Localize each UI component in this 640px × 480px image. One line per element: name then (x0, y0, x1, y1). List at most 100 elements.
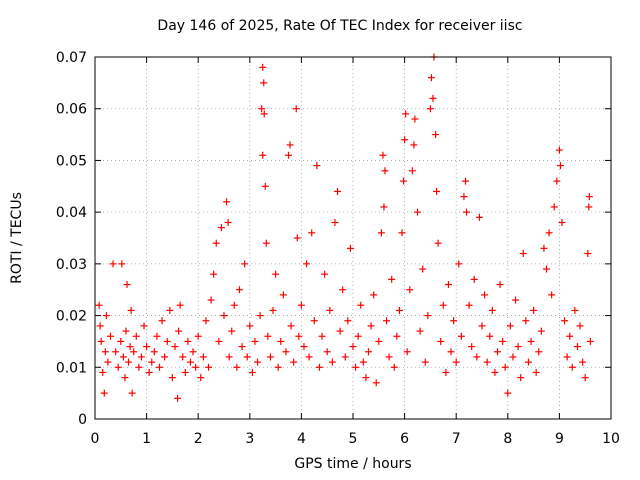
data-point (140, 322, 148, 330)
data-point (266, 353, 274, 361)
y-tick-label: 0.06 (56, 102, 87, 118)
data-point (112, 348, 120, 356)
data-point (128, 389, 136, 397)
data-point (243, 353, 251, 361)
data-point (359, 358, 367, 366)
data-point (377, 229, 385, 237)
data-point (264, 332, 272, 340)
data-point (457, 332, 465, 340)
data-point (486, 332, 494, 340)
data-point (488, 306, 496, 314)
data-point (344, 317, 352, 325)
data-point (248, 368, 256, 376)
data-point (331, 218, 339, 226)
y-tick-label: 0.01 (56, 360, 87, 376)
data-point (553, 177, 561, 185)
data-point (401, 136, 409, 144)
data-points (95, 53, 594, 402)
data-point (148, 358, 156, 366)
data-point (535, 348, 543, 356)
data-point (427, 74, 435, 82)
data-point (158, 317, 166, 325)
data-point (292, 105, 300, 113)
x-tick-label: 2 (194, 431, 203, 447)
data-point (364, 348, 372, 356)
data-point (532, 368, 540, 376)
data-point (517, 374, 525, 382)
x-tick-label: 10 (602, 431, 620, 447)
data-point (176, 301, 184, 309)
data-point (194, 332, 202, 340)
data-point (381, 167, 389, 175)
x-tick-label: 9 (555, 431, 564, 447)
data-point (207, 296, 215, 304)
data-point (556, 162, 564, 170)
data-point (135, 363, 143, 371)
data-point (527, 337, 535, 345)
data-point (352, 363, 360, 371)
data-point (279, 291, 287, 299)
data-point (579, 358, 587, 366)
data-point (414, 208, 421, 216)
data-point (548, 291, 556, 299)
data-point (470, 275, 478, 283)
data-point (99, 368, 107, 376)
data-point (117, 337, 125, 345)
data-point (303, 260, 311, 268)
data-point (408, 167, 416, 175)
data-point (235, 286, 243, 294)
data-point (566, 332, 574, 340)
data-point (295, 332, 303, 340)
data-point (586, 337, 594, 345)
data-point (210, 270, 218, 278)
data-point (406, 286, 414, 294)
data-point (568, 363, 576, 371)
data-point (493, 348, 501, 356)
data-point (403, 348, 411, 356)
data-point (95, 301, 103, 309)
data-point (545, 229, 553, 237)
x-axis-label: GPS time / hours (294, 456, 412, 472)
data-point (251, 337, 259, 345)
data-point (395, 306, 403, 314)
data-point (318, 332, 326, 340)
data-point (452, 358, 460, 366)
grid-lines (95, 57, 611, 419)
data-point (328, 358, 336, 366)
data-point (483, 358, 491, 366)
data-point (282, 348, 290, 356)
x-tick-label: 7 (452, 431, 461, 447)
data-point (174, 394, 182, 402)
data-point (421, 358, 429, 366)
data-point (171, 343, 179, 351)
data-point (419, 265, 427, 273)
data-point (106, 332, 114, 340)
data-point (416, 327, 424, 335)
data-point (463, 208, 471, 216)
data-point (217, 224, 225, 232)
data-point (573, 343, 581, 351)
data-point (432, 131, 440, 139)
data-point (555, 146, 563, 154)
data-point (277, 337, 285, 345)
data-point (274, 363, 282, 371)
data-point (540, 244, 548, 252)
data-point (228, 327, 236, 335)
data-point (524, 358, 532, 366)
data-point (447, 348, 455, 356)
data-point (530, 306, 538, 314)
data-point (434, 239, 442, 247)
data-point (375, 337, 383, 345)
data-point (215, 337, 223, 345)
data-point (349, 343, 357, 351)
data-point (297, 301, 305, 309)
data-point (429, 94, 437, 102)
data-point (163, 337, 171, 345)
data-point (442, 368, 450, 376)
data-point (398, 229, 406, 237)
data-point (168, 374, 176, 382)
data-point (367, 322, 375, 330)
data-point (478, 322, 486, 330)
data-point (153, 332, 161, 340)
x-tick-label: 5 (349, 431, 358, 447)
